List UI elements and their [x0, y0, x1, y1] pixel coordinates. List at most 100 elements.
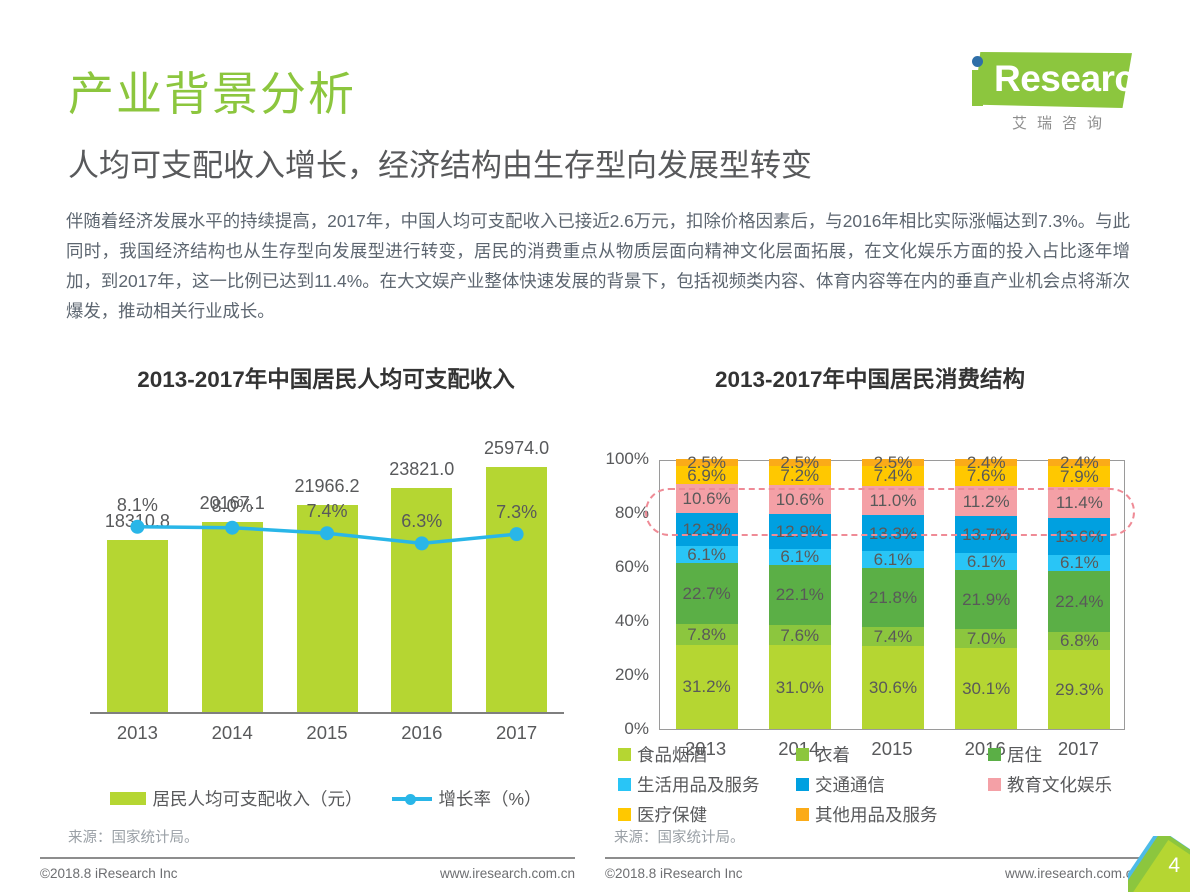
segment-value-label: 22.4%: [1055, 591, 1104, 611]
footer-url-right[interactable]: www.iresearch.com.cn: [1004, 865, 1140, 881]
logo-shape: [974, 52, 1132, 108]
stacked-bar-segment: 6.1%: [675, 544, 738, 564]
left-source-note: 来源：国家统计局。: [68, 830, 199, 846]
stacked-bar-segment: 7.8%: [675, 623, 738, 645]
income-bar-label: 21966.2: [294, 476, 360, 497]
legend-item-income[interactable]: 居民人均可支配收入（元）: [110, 786, 362, 811]
footer-divider-right: [605, 857, 1140, 859]
right-x-tick-label: 2015: [871, 738, 913, 759]
segment-value-label: 7.9%: [1060, 466, 1099, 486]
legend-item[interactable]: 衣着: [796, 742, 988, 767]
stacked-bar-segment: 22.4%: [1048, 571, 1111, 632]
logo-chinese-name: 艾瑞咨询: [1011, 115, 1112, 132]
income-bar: [486, 467, 548, 714]
income-bar: [391, 487, 453, 714]
page-title: 产业背景分析: [68, 68, 356, 120]
legend-swatch-icon: [618, 808, 631, 821]
legend-item-growth[interactable]: 增长率（%）: [392, 786, 542, 811]
income-bar: [106, 540, 168, 714]
legend-label: 医疗保健: [637, 805, 707, 825]
stacked-bar-segment: 12.9%: [768, 513, 831, 549]
page-corner-decoration: [1128, 836, 1190, 892]
left-chart-panel: 2013-2017年中国居民人均可支配收入 18310.820167.12196…: [66, 362, 586, 756]
growth-rate-point: [414, 536, 429, 551]
legend-label: 教育文化娱乐: [1007, 775, 1112, 795]
stacked-bar-segment: 7.9%: [1048, 465, 1111, 488]
stacked-bar-column: 29.3% 6.8% 22.4% 6.1% 13.6% 11.4% 7.9% 2.4%: [1048, 454, 1111, 729]
legend-item[interactable]: 交通通信: [796, 772, 988, 797]
logo-i-stem: [972, 70, 983, 106]
logo-i-dot-icon: [972, 56, 983, 67]
stacked-bar-segment: 21.9%: [955, 569, 1018, 629]
left-x-tick-label: 2013: [116, 722, 158, 743]
stacked-bar-segment: 2.4%: [1048, 454, 1111, 471]
left-chart-title: 2013-2017年中国居民人均可支配收入: [137, 367, 515, 392]
segment-value-label: 6.9%: [687, 465, 726, 485]
segment-value-label: 7.0%: [966, 628, 1006, 648]
segment-value-label: 2.4%: [1060, 453, 1099, 473]
segment-value-label: 13.6%: [1055, 526, 1104, 546]
stacked-bar-segment: 7.4%: [862, 626, 924, 647]
iresearch-logo: Research 艾瑞咨询: [960, 52, 1157, 142]
left-x-axis-line: [90, 712, 564, 714]
stacked-bar-segment: 7.6%: [768, 624, 831, 646]
legend-swatch-icon: [988, 778, 1001, 791]
segment-value-label: 6.1%: [780, 547, 820, 567]
page-number: 4: [1168, 854, 1180, 877]
legend-item[interactable]: 居住: [988, 742, 1138, 767]
legend-item[interactable]: 其他用品及服务: [796, 802, 988, 827]
stacked-bar-segment: 2.5%: [862, 454, 924, 471]
stacked-bar-segment: 6.1%: [955, 553, 1018, 570]
legend-label-income: 居民人均可支配收入（元）: [152, 789, 363, 809]
stacked-bar-column: 30.6% 7.4% 21.8% 6.1% 13.3% 11.0% 7.4% 2.5%: [862, 454, 924, 729]
right-plot-area: 31.2% 7.8% 22.7% 6.1% 12.3% 10.6% 6.9% 2.5% 31.0…: [659, 454, 1125, 730]
segment-value-label: 6.1%: [687, 544, 726, 564]
segment-value-label: 6.1%: [873, 549, 913, 569]
stacked-bar-column: 31.2% 7.8% 22.7% 6.1% 12.3% 10.6% 6.9% 2.5%: [675, 454, 738, 729]
growth-rate-point: [130, 519, 145, 534]
footer-url-left[interactable]: www.iresearch.com.cn: [439, 865, 575, 881]
right-x-tick-label: 2017: [1057, 738, 1099, 759]
stacked-bar-segment: 2.5%: [675, 454, 738, 471]
segment-value-label: 11.0%: [869, 491, 917, 511]
segment-value-label: 7.6%: [966, 466, 1006, 486]
stacked-bar-segment: 29.3%: [1048, 649, 1111, 729]
segment-value-label: 22.1%: [775, 585, 824, 605]
legend-label: 其他用品及服务: [815, 805, 938, 825]
legend-item[interactable]: 食品烟酒: [618, 742, 796, 767]
stacked-bar-column: 30.1% 7.0% 21.9% 6.1% 13.7% 11.2% 7.6% 2.4%: [955, 454, 1018, 729]
income-bar-label: 23821.0: [389, 458, 455, 479]
segment-value-label: 6.8%: [1060, 631, 1099, 651]
stacked-bar-segment: 31.0%: [768, 645, 831, 729]
stacked-bar-segment: 30.6%: [862, 646, 924, 729]
footer-copyright-left: ©2018.8 iResearch Inc: [40, 865, 178, 881]
bar-swatch-icon: [110, 792, 147, 805]
stacked-bar-segment: 7.2%: [768, 465, 831, 486]
stacked-bar-segment: 6.1%: [1048, 554, 1111, 571]
logo-mark: Research: [960, 52, 1157, 108]
stacked-bar-segment: 7.4%: [862, 465, 924, 486]
segment-value-label: 12.9%: [775, 521, 824, 541]
legend-swatch-icon: [796, 748, 809, 761]
income-bar-label: 25974.0: [484, 438, 550, 459]
segment-value-label: 11.2%: [962, 491, 1010, 511]
growth-rate-label: 7.4%: [306, 501, 348, 522]
stacked-bar-segment: 6.8%: [1048, 631, 1111, 651]
legend-item[interactable]: 生活用品及服务: [618, 772, 796, 797]
stacked-bar-segment: 6.9%: [675, 465, 738, 485]
right-y-tick-label: 20%: [614, 665, 649, 684]
growth-rate-label: 7.3%: [496, 502, 538, 523]
right-x-tick-label: 2013: [685, 738, 727, 759]
stacked-bar-segment: 11.0%: [862, 485, 924, 516]
right-chart-legend: 食品烟酒 衣着 居住生活用品及服务 交通通信 教育文化娱乐医疗保健 其他用品及服务: [618, 742, 1138, 827]
stacked-bar-segment: 22.1%: [768, 565, 831, 625]
left-x-tick-label: 2015: [306, 722, 348, 743]
legend-swatch-icon: [618, 778, 631, 791]
footer-copyright-right: ©2018.8 iResearch Inc: [605, 865, 743, 881]
segment-value-label: 7.4%: [873, 466, 913, 486]
stacked-bar-segment: 7.6%: [955, 465, 1018, 487]
logo-wordmark: Research: [994, 58, 1157, 99]
legend-item[interactable]: 教育文化娱乐: [988, 772, 1138, 797]
legend-item[interactable]: 医疗保健: [618, 802, 796, 827]
